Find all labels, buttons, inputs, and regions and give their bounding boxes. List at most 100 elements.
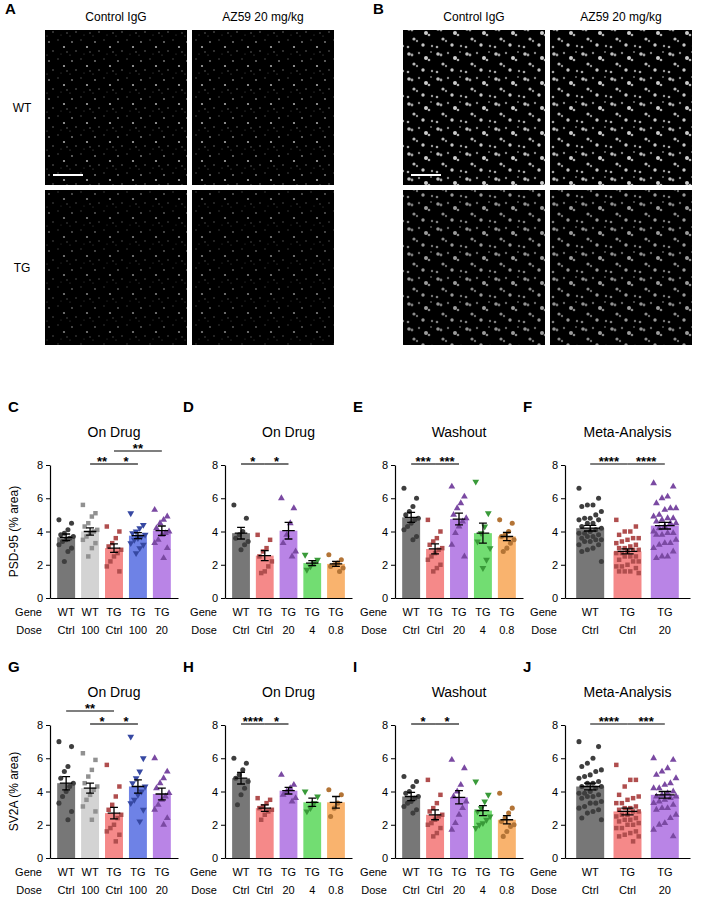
- y-tick-label: 4: [382, 526, 388, 538]
- column-title: AZ59 20 mg/kg: [222, 10, 303, 24]
- data-point: [650, 826, 657, 832]
- category-label: TG: [620, 866, 635, 878]
- data-point: [667, 539, 674, 545]
- error-bar: [618, 549, 638, 554]
- x-axis: [396, 598, 524, 599]
- data-point: [576, 542, 581, 547]
- data-point: [622, 569, 626, 573]
- data-point: [289, 798, 296, 804]
- category-label: TG: [475, 866, 490, 878]
- y-tick-label: 2: [37, 819, 43, 831]
- y-tick-mark: [561, 725, 565, 726]
- y-tick-label: 8: [382, 459, 388, 471]
- data-point: [244, 516, 249, 521]
- data-point: [62, 559, 67, 564]
- category-label: TG: [154, 866, 169, 878]
- data-point: [160, 821, 167, 827]
- data-point: [590, 809, 595, 814]
- data-point: [659, 516, 666, 522]
- y-tick: 8: [212, 459, 225, 471]
- data-point: [255, 533, 259, 537]
- significance-label: **: [97, 454, 108, 469]
- data-point: [614, 826, 618, 830]
- y-tick-mark: [221, 532, 225, 533]
- data-point: [614, 541, 618, 545]
- category-label: TG: [499, 606, 514, 618]
- data-point: [650, 799, 657, 805]
- chart-title: On Drug: [88, 424, 141, 440]
- y-tick-mark: [561, 465, 565, 466]
- data-point: [164, 768, 171, 774]
- data-point: [65, 764, 70, 769]
- error-bar: [84, 528, 97, 535]
- dose-label: 4: [480, 624, 486, 636]
- data-point: [670, 756, 677, 762]
- error-bar: [429, 544, 442, 554]
- bar-chart: 02468GOn DrugSV2A (% area)GeneDoseWTCtrl…: [7, 658, 179, 896]
- y-tick-label: 8: [382, 719, 388, 731]
- data-point: [599, 767, 604, 772]
- y-tick-mark: [391, 792, 395, 793]
- data-point: [403, 791, 408, 796]
- significance-label: *: [274, 714, 280, 729]
- data-point: [117, 784, 121, 788]
- y-tick-label: 6: [212, 752, 218, 764]
- y-tick-label: 2: [37, 559, 43, 571]
- data-point: [481, 800, 488, 806]
- category-label: TG: [257, 866, 272, 878]
- error-bar: [618, 808, 638, 815]
- bar: [153, 794, 171, 858]
- data-point: [661, 819, 668, 825]
- data-point: [90, 768, 94, 772]
- data-point: [438, 826, 442, 830]
- data-point: [585, 534, 590, 539]
- micrograph: [550, 190, 692, 345]
- data-point: [625, 798, 629, 802]
- y-tick-label: 4: [552, 786, 558, 798]
- data-point: [448, 756, 455, 762]
- data-point: [667, 814, 674, 820]
- data-point: [576, 486, 581, 491]
- error-bar: [84, 783, 97, 793]
- dose-label: Ctrl: [619, 884, 636, 896]
- y-tick: 0: [382, 592, 395, 604]
- data-point: [617, 533, 621, 537]
- data-point: [625, 823, 629, 827]
- y-tick-label: 2: [382, 559, 388, 571]
- data-point: [93, 809, 97, 813]
- bar: [327, 564, 345, 598]
- bar-chart: 02468FMeta-AnalysisGeneDoseWTCtrlTGCtrlT…: [523, 398, 691, 636]
- y-tick-mark: [391, 725, 395, 726]
- data-point: [414, 779, 419, 784]
- data-point: [231, 756, 236, 761]
- data-point: [656, 821, 663, 827]
- data-point: [634, 554, 638, 558]
- data-point: [585, 811, 590, 816]
- micrograph-texture: [403, 30, 545, 185]
- data-point: [153, 784, 160, 790]
- data-point: [588, 539, 593, 544]
- data-point: [576, 739, 581, 744]
- data-point: [153, 524, 160, 530]
- data-point: [303, 568, 310, 574]
- dose-label: 20: [282, 884, 294, 896]
- data-point: [246, 779, 251, 784]
- marks: [401, 756, 516, 858]
- y-tick-mark: [46, 465, 50, 466]
- y-tick: 0: [552, 852, 565, 864]
- x-axis-line: [51, 598, 179, 599]
- y-tick-label: 4: [212, 786, 218, 798]
- row-label: Dose: [16, 884, 42, 896]
- y-tick-mark: [391, 858, 395, 859]
- dose-label: 100: [81, 624, 99, 636]
- data-point: [590, 756, 595, 761]
- error-bar: [60, 534, 73, 541]
- category-label: WT: [232, 606, 249, 618]
- data-point: [670, 801, 677, 807]
- row-label: Gene: [530, 606, 557, 618]
- data-point: [659, 804, 666, 810]
- category-label: WT: [58, 606, 75, 618]
- y-tick-mark: [391, 598, 395, 599]
- row-label: Dose: [191, 624, 217, 636]
- data-point: [614, 763, 618, 767]
